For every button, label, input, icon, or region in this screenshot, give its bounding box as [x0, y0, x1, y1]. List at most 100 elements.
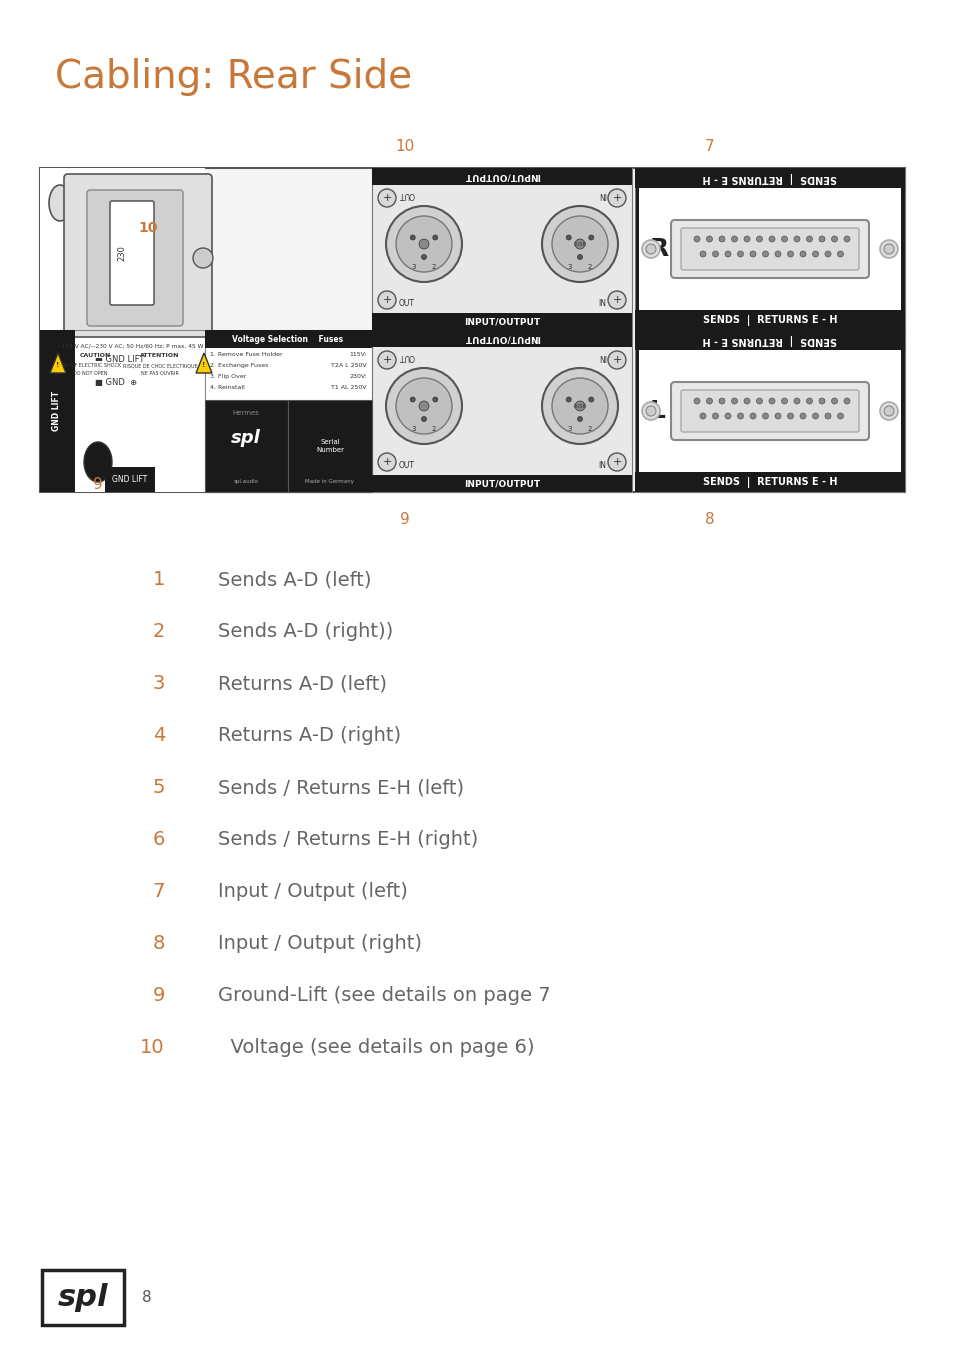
Bar	[372, 167, 631, 329]
Text: INPUT/OUTPUT: INPUT/OUTPUT	[463, 479, 539, 489]
Text: 7: 7	[152, 882, 165, 900]
Circle shape	[843, 236, 849, 242]
Circle shape	[761, 413, 768, 418]
Text: 10: 10	[138, 221, 157, 235]
Text: Voltage Selection    Fuses: Voltage Selection Fuses	[233, 335, 343, 343]
Text: 1: 1	[152, 570, 165, 589]
Text: SENDS  |  RETURNS E - H: SENDS | RETURNS E - H	[702, 315, 837, 325]
Circle shape	[786, 251, 793, 256]
Text: 8: 8	[152, 934, 165, 953]
Text: Sends / Returns E-H (right): Sends / Returns E-H (right)	[218, 830, 477, 849]
Text: spl: spl	[231, 429, 260, 447]
Text: IN: IN	[598, 190, 605, 198]
Text: T2A L 250V: T2A L 250V	[331, 363, 367, 369]
Circle shape	[693, 236, 700, 242]
Circle shape	[774, 251, 781, 256]
Bar	[639, 350, 900, 472]
Circle shape	[768, 236, 774, 242]
Bar	[635, 329, 904, 491]
Circle shape	[706, 236, 712, 242]
Circle shape	[607, 189, 625, 207]
Circle shape	[879, 240, 897, 258]
Text: R: R	[649, 238, 669, 261]
Circle shape	[641, 240, 659, 258]
Circle shape	[706, 398, 712, 404]
Circle shape	[731, 398, 737, 404]
Circle shape	[712, 413, 718, 418]
Bar	[372, 329, 631, 491]
Text: Sends A-D (left): Sends A-D (left)	[218, 570, 371, 589]
FancyBboxPatch shape	[670, 220, 868, 278]
Circle shape	[395, 216, 452, 271]
Circle shape	[421, 417, 426, 421]
Text: Sends / Returns E-H (left): Sends / Returns E-H (left)	[218, 778, 464, 796]
Text: SENDS  |  RETURNS E - H: SENDS | RETURNS E - H	[702, 335, 837, 346]
Circle shape	[541, 207, 618, 282]
Circle shape	[433, 235, 437, 240]
Text: +: +	[612, 458, 621, 467]
Circle shape	[774, 413, 781, 418]
Circle shape	[410, 235, 415, 240]
Circle shape	[781, 398, 786, 404]
Circle shape	[719, 236, 724, 242]
Bar	[40, 329, 75, 491]
Text: Ground-Lift (see details on page 7: Ground-Lift (see details on page 7	[218, 986, 550, 1004]
Bar	[635, 167, 904, 188]
Text: 115V:: 115V:	[349, 352, 367, 356]
Text: 10: 10	[395, 139, 415, 154]
Text: +: +	[612, 193, 621, 202]
Text: OUT: OUT	[398, 352, 415, 360]
Circle shape	[737, 413, 742, 418]
Text: GND LIFT: GND LIFT	[52, 392, 61, 431]
Bar	[40, 167, 205, 491]
Text: RISQUE DE CHOC ÉLECTRIQUE: RISQUE DE CHOC ÉLECTRIQUE	[123, 363, 197, 369]
Circle shape	[879, 402, 897, 420]
Text: 8: 8	[142, 1289, 152, 1304]
FancyBboxPatch shape	[670, 382, 868, 440]
Circle shape	[768, 398, 774, 404]
Circle shape	[377, 189, 395, 207]
Circle shape	[575, 239, 584, 248]
Circle shape	[377, 454, 395, 471]
Text: 9: 9	[399, 512, 410, 526]
Bar	[639, 188, 900, 310]
Text: ~115 V AC/~230 V AC; 50 Hz/60 Hz; P max. 45 W: ~115 V AC/~230 V AC; 50 Hz/60 Hz; P max.…	[57, 343, 203, 348]
Circle shape	[756, 236, 761, 242]
Circle shape	[645, 406, 656, 416]
Circle shape	[552, 378, 607, 433]
Text: 10: 10	[140, 1038, 165, 1057]
Bar	[42, 1270, 124, 1324]
Circle shape	[377, 292, 395, 309]
Text: INPUT/OUTPUT: INPUT/OUTPUT	[463, 333, 539, 343]
Text: +: +	[612, 355, 621, 364]
Text: ▬ GND LIFT: ▬ GND LIFT	[95, 355, 144, 364]
Text: 8: 8	[704, 512, 714, 526]
Text: Sends A-D (right)): Sends A-D (right))	[218, 622, 393, 641]
Text: SENDS  |  RETURNS E - H: SENDS | RETURNS E - H	[702, 173, 837, 184]
Text: spl.audio: spl.audio	[233, 479, 258, 485]
Text: OUT: OUT	[398, 298, 415, 308]
Text: DO NOT OPEN: DO NOT OPEN	[72, 371, 107, 377]
Text: SENDS  |  RETURNS E - H: SENDS | RETURNS E - H	[702, 477, 837, 487]
Text: 3: 3	[412, 265, 416, 270]
Circle shape	[805, 236, 812, 242]
Text: 3: 3	[412, 427, 416, 432]
Text: PUSH: PUSH	[573, 404, 586, 409]
Circle shape	[800, 251, 805, 256]
Text: Returns A-D (right): Returns A-D (right)	[218, 726, 400, 745]
Text: +: +	[382, 296, 392, 305]
Circle shape	[575, 401, 584, 410]
Circle shape	[386, 207, 461, 282]
FancyBboxPatch shape	[40, 167, 904, 491]
Text: GND LIFT: GND LIFT	[112, 475, 148, 485]
Circle shape	[818, 398, 824, 404]
Circle shape	[743, 236, 749, 242]
Text: CAUTION: CAUTION	[79, 352, 111, 358]
Circle shape	[395, 378, 452, 433]
Text: 7: 7	[704, 139, 714, 154]
Text: 5: 5	[152, 778, 165, 796]
Text: L: L	[649, 400, 665, 423]
Circle shape	[641, 402, 659, 420]
Text: +: +	[382, 355, 392, 364]
Circle shape	[800, 413, 805, 418]
